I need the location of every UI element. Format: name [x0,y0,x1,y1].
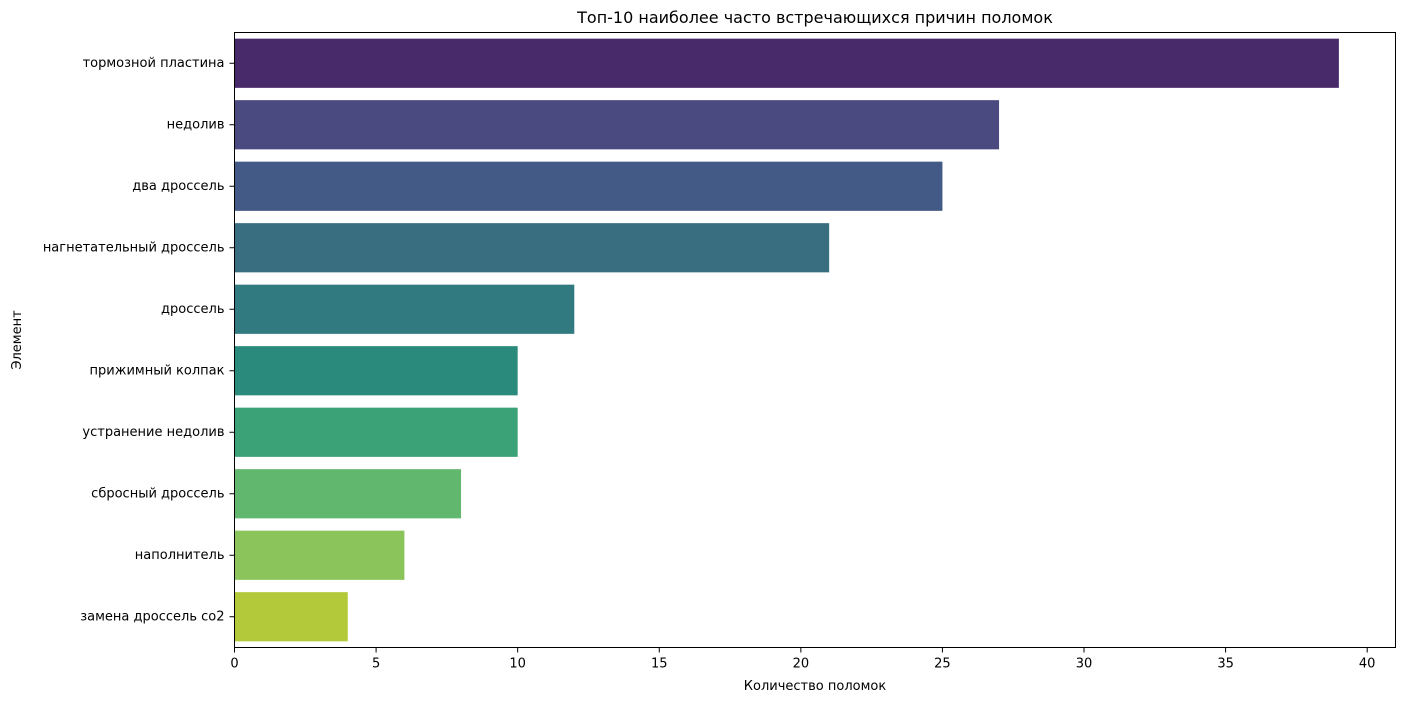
x-tick-label: 25 [934,657,951,672]
bar-5 [234,284,575,334]
y-tick-label: недолив [167,117,225,132]
bar-6 [234,346,518,396]
y-tick-label: два дроссель [132,179,224,194]
bar-10 [234,592,348,642]
x-tick-label: 40 [1359,657,1376,672]
y-tick-label: наполнитель [135,548,225,563]
bar-3 [234,161,943,211]
bar-1 [234,38,1339,88]
y-tick-label: устранение недолив [82,425,224,440]
plot-frame [234,32,1396,648]
bar-4 [234,223,830,273]
y-tick-label: дроссель [161,302,224,317]
y-tick-label: тормозной пластина [83,56,225,71]
x-tick-label: 15 [651,657,668,672]
bar-7 [234,407,518,457]
bars-group [234,38,1339,642]
x-tick-label: 30 [1076,657,1093,672]
x-axis-label: Количество поломок [744,679,887,694]
bar-2 [234,100,1000,150]
y-axis-label: Элемент [10,310,25,370]
x-tick-label: 5 [372,657,380,672]
bar-9 [234,530,405,580]
x-tick-label: 10 [509,657,526,672]
y-tick-label: нагнетательный дроссель [43,240,225,255]
bar-8 [234,469,462,519]
chart-title: Топ-10 наиболее часто встречающихся прич… [576,8,1053,27]
x-tick-label: 35 [1217,657,1234,672]
y-tick-label: замена дроссель со2 [80,609,224,624]
x-tick-label: 0 [230,657,238,672]
x-axis-ticks: 0 5 10 15 20 25 30 35 40 [230,647,1376,672]
y-tick-label: сбросный дроссель [91,486,224,501]
y-axis-ticks: тормозной пластина недолив два дроссель наг… [43,56,235,624]
x-tick-label: 20 [793,657,810,672]
y-tick-label: прижимный колпак [90,363,225,378]
